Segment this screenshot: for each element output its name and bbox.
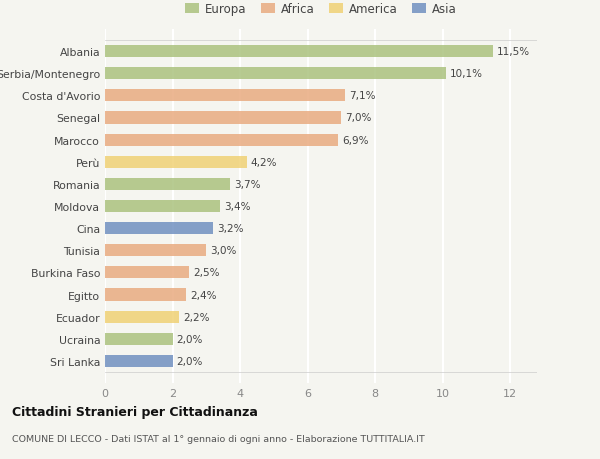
Bar <box>105 46 493 58</box>
Bar <box>105 223 213 235</box>
Text: COMUNE DI LECCO - Dati ISTAT al 1° gennaio di ogni anno - Elaborazione TUTTITALI: COMUNE DI LECCO - Dati ISTAT al 1° genna… <box>12 434 425 442</box>
Text: 3,2%: 3,2% <box>217 224 244 234</box>
Text: 7,1%: 7,1% <box>349 91 375 101</box>
Text: 7,0%: 7,0% <box>346 113 371 123</box>
Bar <box>105 267 190 279</box>
Bar <box>105 179 230 190</box>
Text: 2,0%: 2,0% <box>176 356 203 366</box>
Text: 6,9%: 6,9% <box>342 135 368 146</box>
Bar <box>105 157 247 168</box>
Text: 4,2%: 4,2% <box>251 157 277 168</box>
Text: 3,0%: 3,0% <box>211 246 236 256</box>
Text: 2,2%: 2,2% <box>184 312 210 322</box>
Text: 11,5%: 11,5% <box>497 47 530 57</box>
Bar <box>105 333 173 345</box>
Bar <box>105 245 206 257</box>
Text: 3,7%: 3,7% <box>234 179 260 190</box>
Text: 3,4%: 3,4% <box>224 202 250 212</box>
Bar <box>105 112 341 124</box>
Text: 2,0%: 2,0% <box>176 334 203 344</box>
Bar <box>105 355 173 367</box>
Bar <box>105 90 344 102</box>
Bar <box>105 289 186 301</box>
Bar <box>105 134 338 146</box>
Text: 10,1%: 10,1% <box>450 69 483 79</box>
Legend: Europa, Africa, America, Asia: Europa, Africa, America, Asia <box>183 0 459 18</box>
Text: Cittadini Stranieri per Cittadinanza: Cittadini Stranieri per Cittadinanza <box>12 405 258 419</box>
Text: 2,5%: 2,5% <box>193 268 220 278</box>
Bar <box>105 201 220 213</box>
Text: 2,4%: 2,4% <box>190 290 217 300</box>
Bar <box>105 68 446 80</box>
Bar <box>105 311 179 323</box>
